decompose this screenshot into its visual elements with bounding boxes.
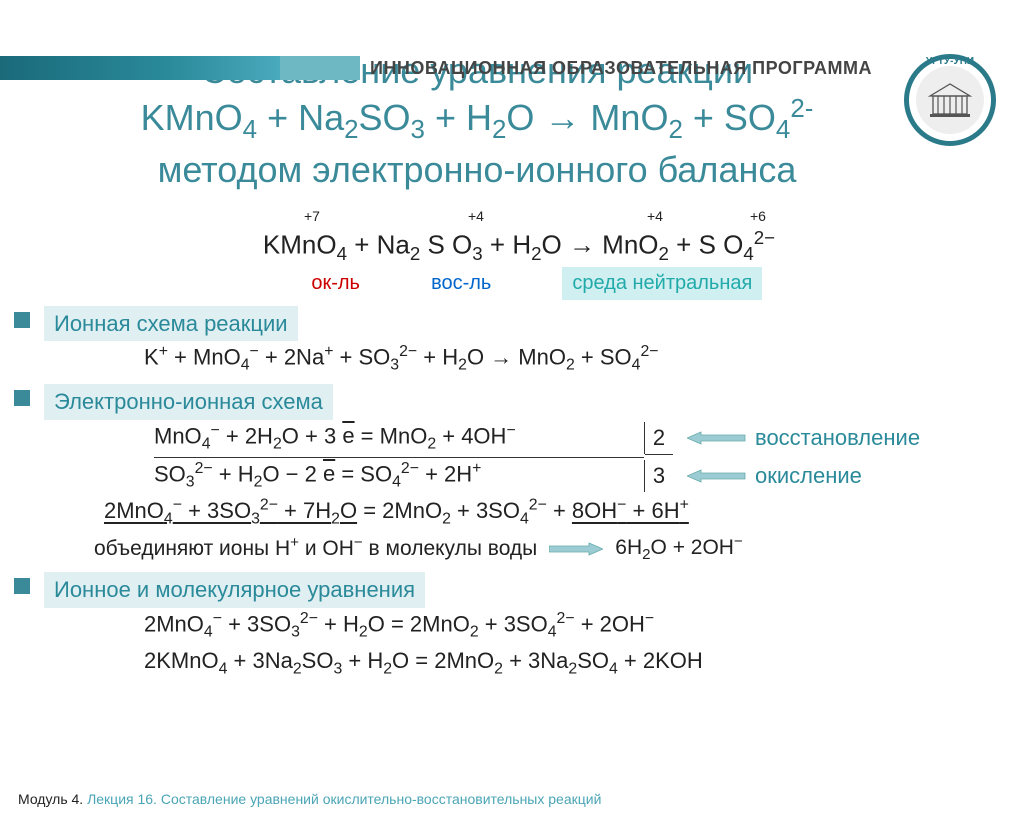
university-logo: УГТУ-УПИ <box>904 54 996 146</box>
summed-equation: 2MnO4− + 3SO32− + 7H2O = 2MnO2 + 3SO42− … <box>104 494 994 531</box>
title-line-2: KMnO4 + Na2SO3 + H2O → MnO2 + SO42- <box>40 93 914 147</box>
coef-a: 2 <box>645 422 673 455</box>
bullet-icon <box>14 578 30 594</box>
half-reaction-reduction: MnO4− + 2H2O + 3 e = MnO2 + 4OH− <box>154 420 644 457</box>
ionic-scheme-equation: K+ + MnO4− + 2Na+ + SO32− + H2O → MnO2 +… <box>144 341 994 378</box>
redox-role-labels: ок-ль вос-ль среда нейтральная <box>44 267 994 300</box>
arrow-left-icon <box>687 467 747 485</box>
final-molecular-equation: 2KMnO4 + 3Na2SO3 + H2O = 2MnO2 + 3Na2SO4… <box>144 645 994 681</box>
oxidizer-label: ок-ль <box>276 269 396 298</box>
final-ionic-equation: 2MnO4− + 3SO32− + H2O = 2MnO2 + 3SO42− +… <box>144 608 994 645</box>
half-reactions: MnO4− + 2H2O + 3 e = MnO2 + 4OH− 2 восст… <box>154 420 994 494</box>
reducer-label: вос-ль <box>401 269 521 298</box>
section-ionic-scheme: Ионная схема реакции <box>44 306 298 342</box>
section-final: Ионное и молекулярное уравнения <box>44 572 425 608</box>
slide-footer: Модуль 4. Лекция 16. Составление уравнен… <box>18 791 601 807</box>
bullet-icon <box>14 390 30 406</box>
coef-b: 3 <box>645 460 673 492</box>
section-eis: Электронно-ионная схема <box>44 384 333 420</box>
oxidation-states: +7 +4 +4 +6 <box>44 206 994 224</box>
oxidation-label: окисление <box>755 460 862 492</box>
half-reaction-oxidation: SO32− + H2O − 2 e = SO42− + 2H+ <box>154 457 644 495</box>
reduction-label: восстановление <box>755 422 920 454</box>
lecture-label: Лекция 16. Составление уравнений окислит… <box>87 791 601 807</box>
combine-water-row: объединяют ионы H+ и OH− в молекулы воды… <box>94 531 994 566</box>
program-label: ИННОВАЦИОННАЯ ОБРАЗОВАТЕЛЬНАЯ ПРОГРАММА <box>370 58 872 79</box>
module-label: Модуль 4. <box>18 791 83 807</box>
combine-result: 6H2O + 2OH− <box>615 531 743 566</box>
combine-text: объединяют ионы H+ и OH− в молекулы воды <box>94 532 537 564</box>
header-band-light <box>280 56 360 80</box>
header-band <box>0 56 280 80</box>
medium-label: среда нейтральная <box>562 267 762 300</box>
building-icon <box>926 82 974 118</box>
arrow-left-icon <box>687 429 747 447</box>
main-equation: KMnO4 + Na2 S O3 + H2O → MnO2 + S O42− <box>44 224 994 267</box>
arrow-right-icon <box>549 540 603 558</box>
bullet-icon <box>14 312 30 328</box>
title-line-3: методом электронно-ионного баланса <box>40 147 914 192</box>
